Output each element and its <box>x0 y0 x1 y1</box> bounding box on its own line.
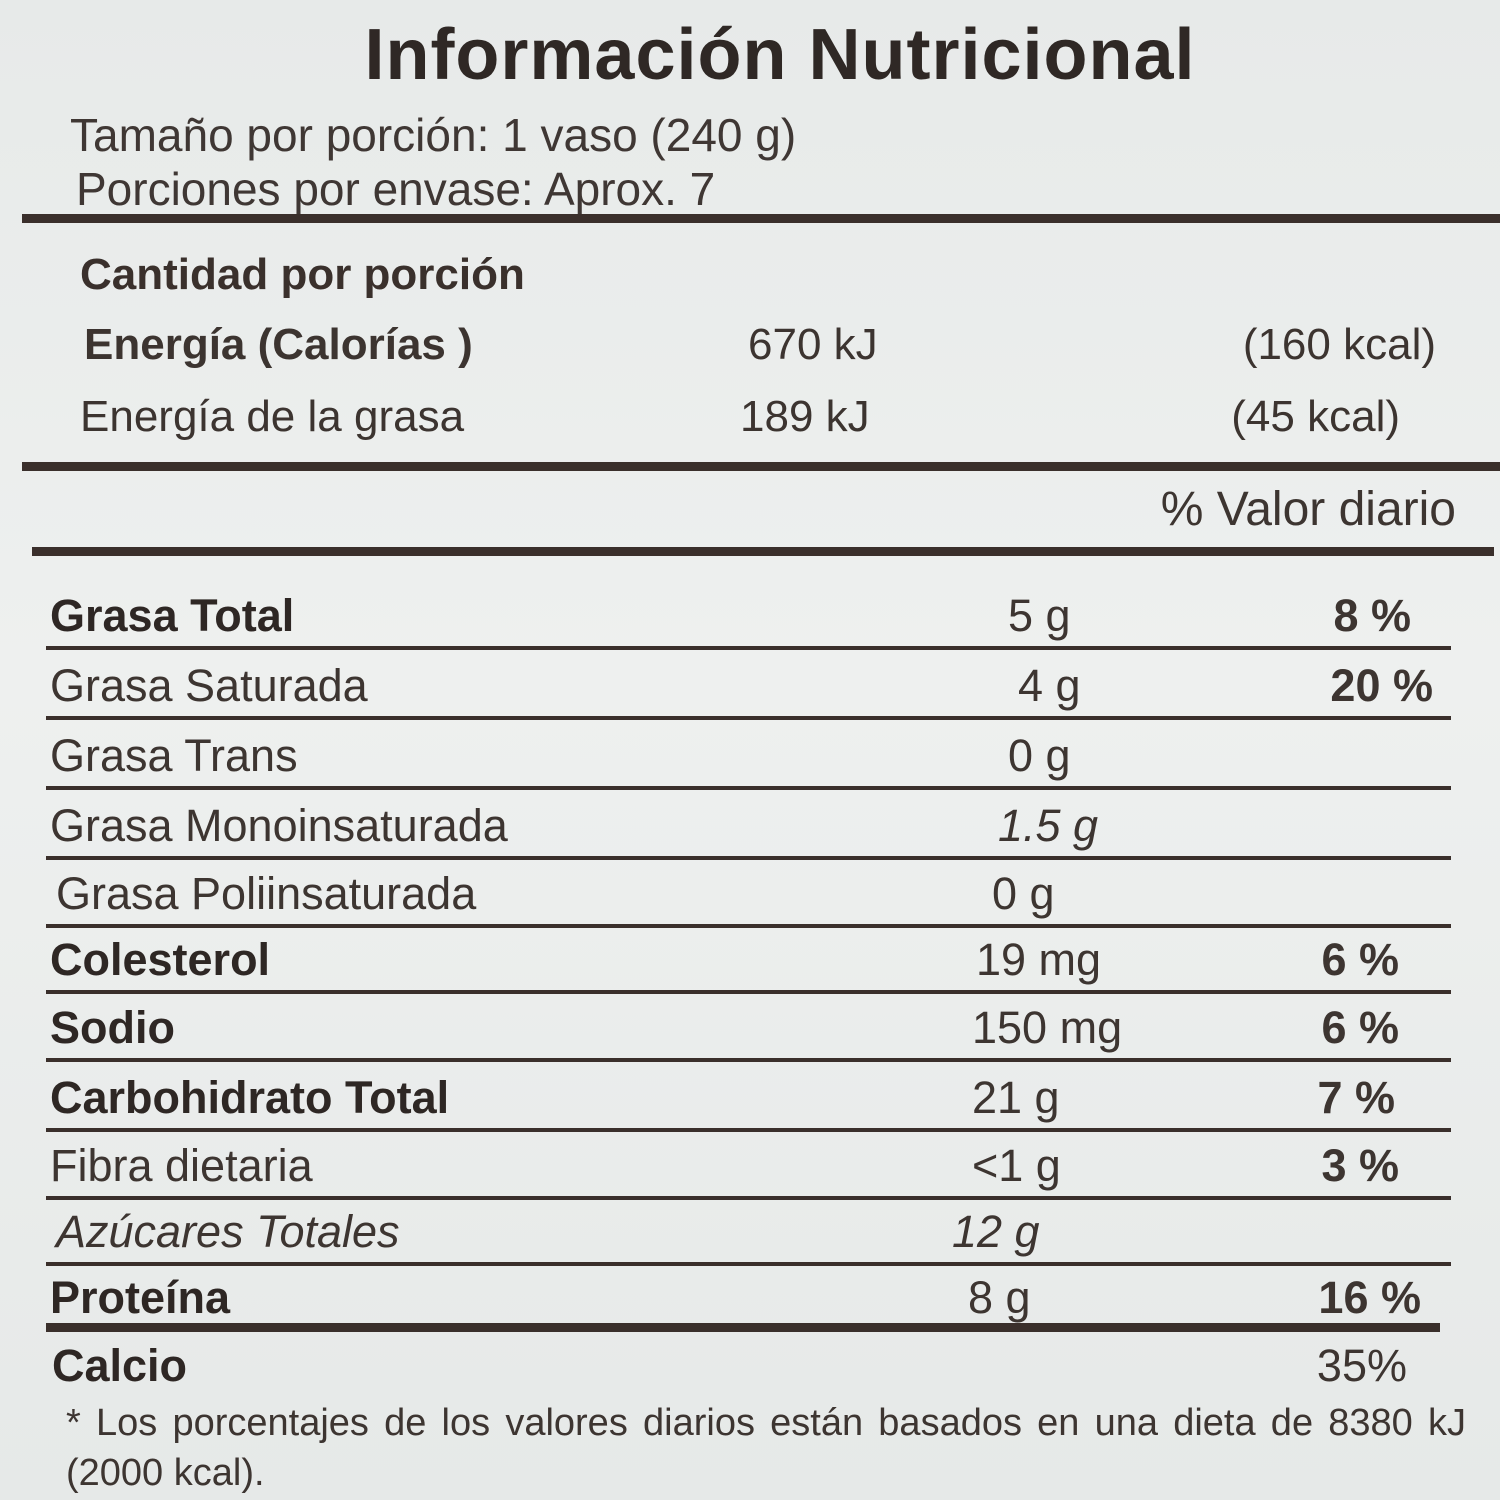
nutrient-daily-value: 35% <box>1316 1340 1407 1391</box>
label-title: Información Nutricional <box>364 15 1196 95</box>
nutrient-name: Grasa Trans <box>50 730 298 781</box>
nutrient-name: Calcio <box>52 1340 188 1391</box>
nutrient-amount: 1.5 g <box>998 800 1099 851</box>
divider-thick <box>22 462 1500 471</box>
energy-kcal: (160 kcal) <box>1242 320 1436 369</box>
nutrient-daily-value: 7 % <box>1317 1072 1395 1123</box>
nutrient-row: Calcio 35% <box>46 1328 1451 1394</box>
nutrient-row: Azúcares Totales 12 g <box>46 1194 1451 1266</box>
servings-per-container: Porciones por envase: Aprox. 7 <box>76 163 716 215</box>
row-divider <box>46 924 1451 928</box>
nutrient-row: Sodio 150 mg 6 % <box>46 990 1451 1062</box>
nutrient-amount: <1 g <box>972 1140 1061 1191</box>
nutrient-name: Grasa Monoinsaturada <box>50 800 508 851</box>
nutrient-name: Carbohidrato Total <box>50 1072 450 1123</box>
nutrient-daily-value: 6 % <box>1321 1002 1399 1053</box>
nutrient-name: Grasa Poliinsaturada <box>56 868 477 919</box>
row-divider <box>46 1128 1451 1132</box>
nutrient-name: Fibra dietaria <box>50 1140 313 1191</box>
nutrient-amount: 21 g <box>972 1072 1060 1123</box>
nutrient-name: Colesterol <box>50 934 271 985</box>
energy-from-fat-kj: 189 kJ <box>740 392 870 441</box>
nutrient-name: Azúcares Totales <box>56 1206 400 1257</box>
nutrient-amount: 19 mg <box>976 934 1102 985</box>
divider-thick <box>32 547 1494 556</box>
nutrient-amount: 8 g <box>968 1272 1031 1323</box>
nutrient-amount: 5 g <box>1008 590 1071 641</box>
nutrient-row: Fibra dietaria <1 g 3 % <box>46 1128 1451 1200</box>
daily-value-header: % Valor diario <box>1160 483 1456 536</box>
row-divider <box>46 1262 1451 1266</box>
nutrient-row: Grasa Total 5 g 8 % <box>46 578 1451 650</box>
nutrient-name: Proteína <box>50 1272 231 1323</box>
footnote: * Los porcentajes de los valores diarios… <box>66 1402 1466 1494</box>
row-divider <box>46 646 1451 650</box>
nutrient-amount: 4 g <box>1018 660 1081 711</box>
nutrient-row: Grasa Monoinsaturada 1.5 g <box>46 788 1451 860</box>
energy-from-fat-kcal: (45 kcal) <box>1231 392 1400 441</box>
nutrient-row: Proteína 8 g 16 % <box>46 1260 1451 1326</box>
energy-kj: 670 kJ <box>748 320 878 369</box>
nutrient-daily-value: 16 % <box>1318 1272 1421 1323</box>
row-divider <box>46 856 1451 860</box>
nutrient-amount: 0 g <box>1008 730 1071 781</box>
serving-size: Tamaño por porción: 1 vaso (240 g) <box>70 109 797 161</box>
nutrient-daily-value: 8 % <box>1333 590 1411 641</box>
nutrient-row: Carbohidrato Total 21 g 7 % <box>46 1060 1451 1132</box>
row-divider <box>46 1196 1451 1200</box>
row-divider <box>46 1058 1451 1062</box>
row-divider <box>46 716 1451 720</box>
nutrient-name: Grasa Saturada <box>50 660 368 711</box>
energy-from-fat-label: Energía de la grasa <box>80 392 465 441</box>
row-divider <box>46 990 1451 994</box>
nutrient-amount: 150 mg <box>972 1002 1123 1053</box>
nutrient-row: Colesterol 19 mg 6 % <box>46 922 1451 994</box>
nutrient-row: Grasa Trans 0 g <box>46 718 1451 790</box>
nutrient-name: Grasa Total <box>50 590 295 641</box>
nutrient-daily-value: 20 % <box>1330 660 1433 711</box>
nutrient-amount: 12 g <box>952 1206 1040 1257</box>
nutrient-daily-value: 6 % <box>1321 934 1399 985</box>
nutrient-daily-value: 3 % <box>1321 1140 1399 1191</box>
divider-thick <box>22 214 1500 223</box>
nutrient-row: Grasa Saturada 4 g 20 % <box>46 648 1451 720</box>
nutrient-row: Grasa Poliinsaturada 0 g <box>46 856 1451 928</box>
amount-per-serving-heading: Cantidad por porción <box>80 250 525 299</box>
nutrient-name: Sodio <box>50 1002 175 1053</box>
nutrient-amount: 0 g <box>992 868 1055 919</box>
row-divider <box>46 786 1451 790</box>
energy-label: Energía (Calorías ) <box>84 320 473 369</box>
divider-thick <box>46 1323 1440 1332</box>
